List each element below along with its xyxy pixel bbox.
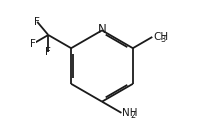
Text: CH: CH	[153, 32, 168, 42]
Text: F: F	[30, 39, 36, 49]
Text: NH: NH	[122, 108, 137, 118]
Text: F: F	[45, 47, 51, 57]
Text: N: N	[98, 23, 106, 36]
Text: F: F	[34, 17, 40, 27]
Text: 3: 3	[161, 35, 166, 44]
Text: 2: 2	[130, 111, 135, 120]
